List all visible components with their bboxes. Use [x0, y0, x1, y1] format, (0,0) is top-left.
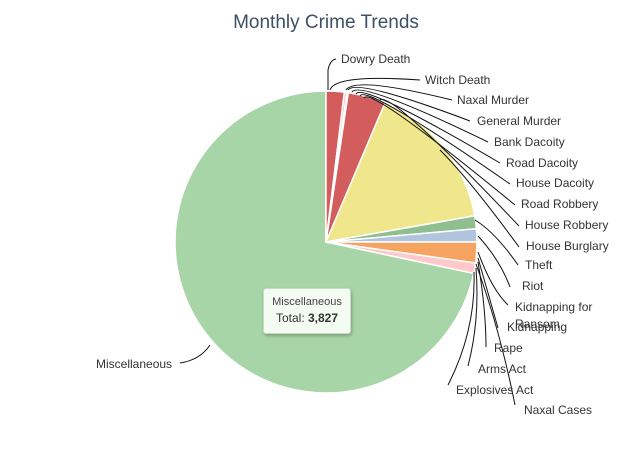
chart-title: Monthly Crime Trends	[233, 12, 419, 33]
slice-miscellaneous[interactable]	[174, 90, 475, 394]
label-bank-dacoity: Bank Dacoity	[494, 135, 565, 149]
tooltip-total-value: 3,827	[307, 311, 339, 325]
label-witch-death: Witch Death	[425, 73, 490, 87]
label-explosives-act: Explosives Act	[456, 383, 534, 397]
tooltip-total: Total: 3,827	[264, 311, 350, 325]
label-riot: Riot	[522, 279, 544, 293]
label-general-murder: General Murder	[477, 114, 561, 128]
tooltip: Miscellaneous Total: 3,827	[263, 288, 351, 334]
label-kidnapping-for-ransom: Kidnapping for	[515, 300, 592, 314]
label-road-dacoity: Road Dacoity	[506, 156, 578, 170]
label-arms-act: Arms Act	[478, 362, 527, 376]
label-kidnapping: Kidnapping	[507, 320, 567, 334]
label-house-dacoity: House Dacoity	[516, 176, 594, 190]
label-naxal-cases: Naxal Cases	[524, 403, 592, 417]
label-house-burglary: House Burglary	[526, 239, 609, 253]
pie-slices	[174, 90, 478, 394]
label-theft: Theft	[525, 258, 553, 272]
label-road-robbery: Road Robbery	[521, 197, 598, 211]
label-house-robbery: House Robbery	[525, 218, 608, 232]
tooltip-series-name: Miscellaneous	[272, 296, 342, 308]
label-connectors	[179, 58, 520, 406]
label-rape: Rape	[494, 341, 523, 355]
tooltip-total-label: Total:	[275, 311, 308, 325]
label-kidnapping-for-ransom-line2: Ransom	[515, 317, 560, 331]
label-dowry-death: Dowry Death	[341, 52, 410, 66]
label-naxal-murder: Naxal Murder	[457, 93, 529, 107]
label-miscellaneous: Miscellaneous	[96, 357, 172, 371]
